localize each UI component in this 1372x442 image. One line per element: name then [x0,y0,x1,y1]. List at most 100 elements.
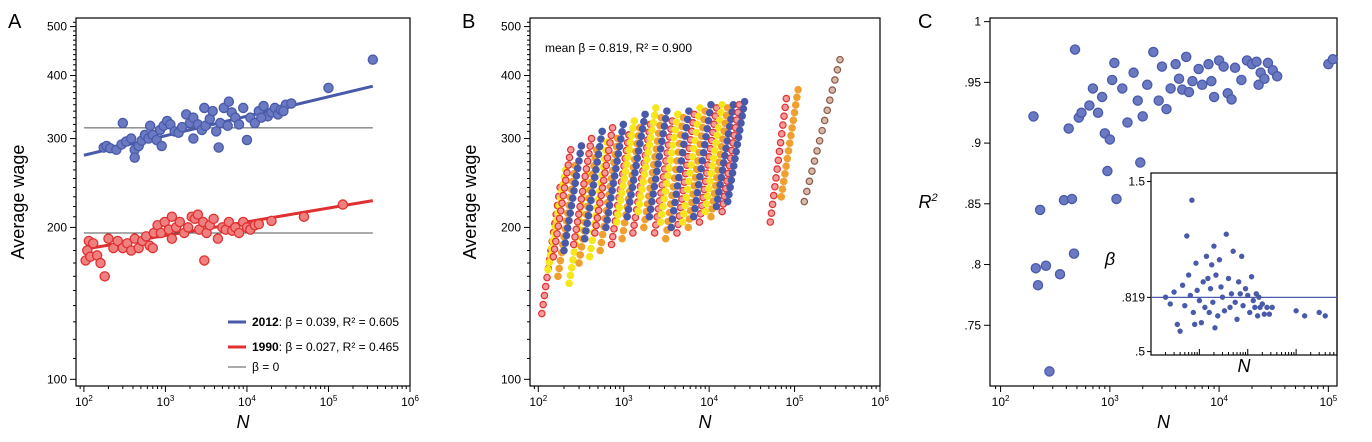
trajectory-point [654,160,662,168]
trajectory-point [774,156,783,165]
trajectory-point [585,252,594,261]
trajectory-point [831,76,839,84]
trajectory-point [703,124,712,133]
trajectory-point [658,137,666,146]
data-point-2012 [222,120,233,132]
trajectory-point [570,186,578,195]
data-point-r2 [1153,95,1164,106]
trajectory-point [711,146,719,155]
data-point-1990 [174,216,186,228]
y-tick-label: 200 [47,220,67,234]
y-axis-label: Average wage [460,145,480,260]
trajectory-point [659,129,667,138]
trajectory-point [591,229,599,237]
trajectory-point [670,133,678,142]
trajectory-point [676,165,684,174]
x-tick-label: 106 [871,394,889,409]
trajectory-point [575,210,583,219]
data-point-1990 [212,233,224,244]
trajectory-point [603,216,612,224]
trajectory-point [558,199,566,208]
trajectory-point [608,232,617,241]
data-point-r2 [1132,95,1143,106]
trajectory-point [823,106,832,115]
y-tick-label: 500 [47,20,67,34]
trajectory-point [716,180,724,189]
trajectory-point [650,229,659,237]
inset-point [1261,311,1268,317]
inset-point [1259,301,1266,307]
data-point-2012 [176,121,188,133]
trajectory-point [595,142,604,151]
trajectory-point [606,139,614,147]
y-tick-label: .8 [971,258,981,272]
data-point-2012 [323,82,334,94]
trajectory-point [622,160,631,169]
data-point-r2 [1251,56,1262,67]
trajectory-point [678,148,687,157]
trajectory-point [671,198,679,207]
data-point-1990 [337,199,349,210]
trajectory-point [607,194,615,202]
x-tick-label: 103 [1101,394,1119,409]
trajectory-point [672,190,681,198]
trajectory-point [576,202,584,211]
data-point-r2 [1180,51,1192,63]
inset-point [1205,275,1211,282]
trajectory-point [571,233,579,241]
trajectory-point [587,244,595,253]
trajectory-point [566,209,575,217]
trajectory-point [656,218,665,226]
trajectory-point [805,177,814,186]
trajectory-point [782,94,791,103]
panel-label-c: C [918,11,932,33]
trajectory-point [668,215,677,223]
trajectory-point [782,162,790,170]
trajectory-point [652,104,660,112]
trajectory-point [766,218,775,226]
trajectory-point [645,141,654,149]
inset-point [1207,285,1214,292]
trajectory-point [788,124,796,132]
x-tick-label: 105 [786,394,804,409]
trajectory-point [656,145,665,153]
trajectory-point [772,174,780,182]
trajectory-point [593,214,602,222]
data-point-2012 [199,102,210,114]
plot-frame [989,17,1338,387]
trajectory-point [689,212,698,221]
trajectory-point [619,182,627,190]
trajectory-point [696,104,704,112]
inset-y-tick-label: .819 [1122,290,1146,304]
chart-panel-a: 102 103 104 105 106 100 200 300 400 500 N Average w… [8,17,419,432]
trajectory-point [550,245,559,253]
trajectory-point [571,179,580,188]
inset-point [1252,304,1258,311]
trajectory-point [623,212,632,221]
data-point-r2 [1327,54,1339,65]
trajectory-point [564,161,573,169]
trajectory-point [777,130,786,138]
trajectory-point [661,234,670,243]
x-tick-label: 104 [700,394,718,409]
trajectory-point [767,209,776,217]
data-point-r2 [1135,157,1146,168]
trajectory-point [692,196,700,205]
trajectory-point [615,142,624,151]
trajectory-point [629,229,637,237]
trajectory-point [646,205,655,213]
data-point-r2 [1262,57,1274,69]
trajectory-point [594,206,603,215]
inset-point [1182,302,1188,309]
trajectory-point [625,198,634,206]
trajectory-point [657,210,666,219]
trajectory-point [614,150,623,158]
x-tick-label: 104 [1210,394,1228,409]
trajectory-point [555,214,564,223]
trajectory-point [624,153,632,161]
trajectory-point [828,86,837,94]
trajectory-point [728,169,737,177]
trajectory-point [733,140,742,149]
trajectory-point [818,126,826,135]
data-point-2012 [233,119,245,130]
